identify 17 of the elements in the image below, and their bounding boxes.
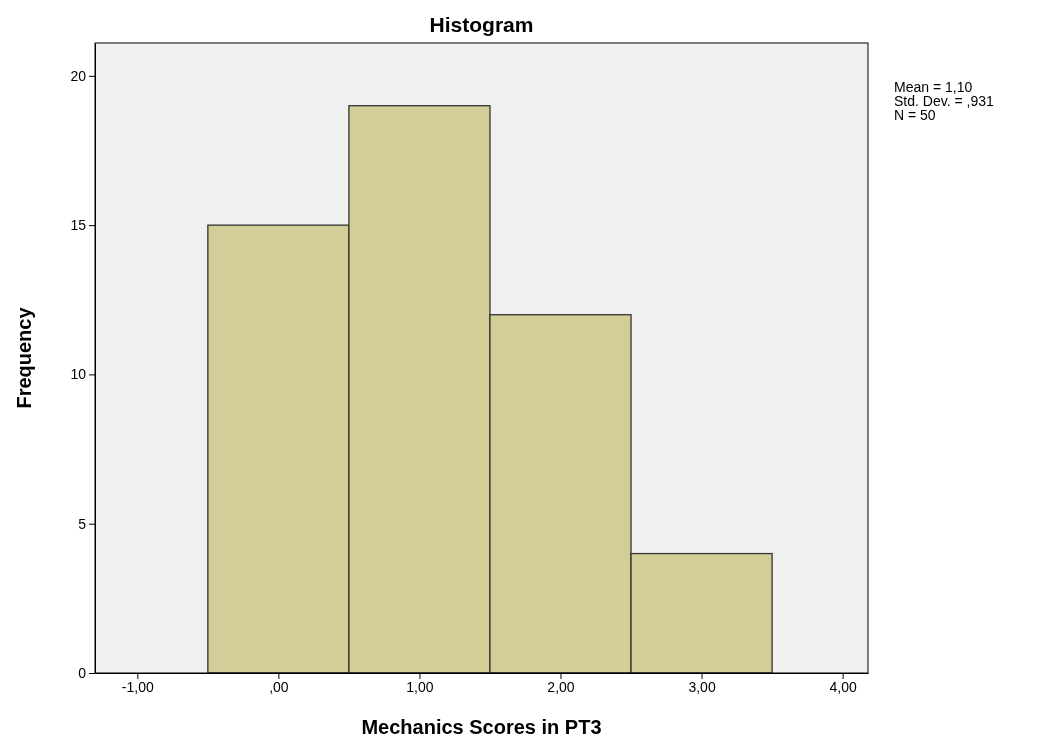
y-tick-label: 5 xyxy=(78,515,87,532)
x-tick-label: 3,00 xyxy=(688,678,716,695)
y-axis-title: Frequency xyxy=(13,306,35,409)
x-tick-label: -1,00 xyxy=(121,678,154,695)
y-tick-label: 20 xyxy=(70,67,87,84)
chart-title: Histogram xyxy=(429,13,534,36)
y-tick-label: 0 xyxy=(78,664,87,681)
text: N = 50 xyxy=(894,107,936,123)
x-tick-label: 2,00 xyxy=(547,678,575,695)
text: Std. Dev. = ,931 xyxy=(894,93,994,109)
text: Mean = 1,10 xyxy=(894,79,973,95)
x-tick-label: 1,00 xyxy=(406,678,434,695)
x-tick-label: ,00 xyxy=(269,678,289,695)
x-axis-title: Mechanics Scores in PT3 xyxy=(361,716,602,738)
y-tick-label: 10 xyxy=(70,366,87,383)
y-tick-label: 15 xyxy=(70,217,87,234)
x-tick-label: 4,00 xyxy=(829,678,857,695)
